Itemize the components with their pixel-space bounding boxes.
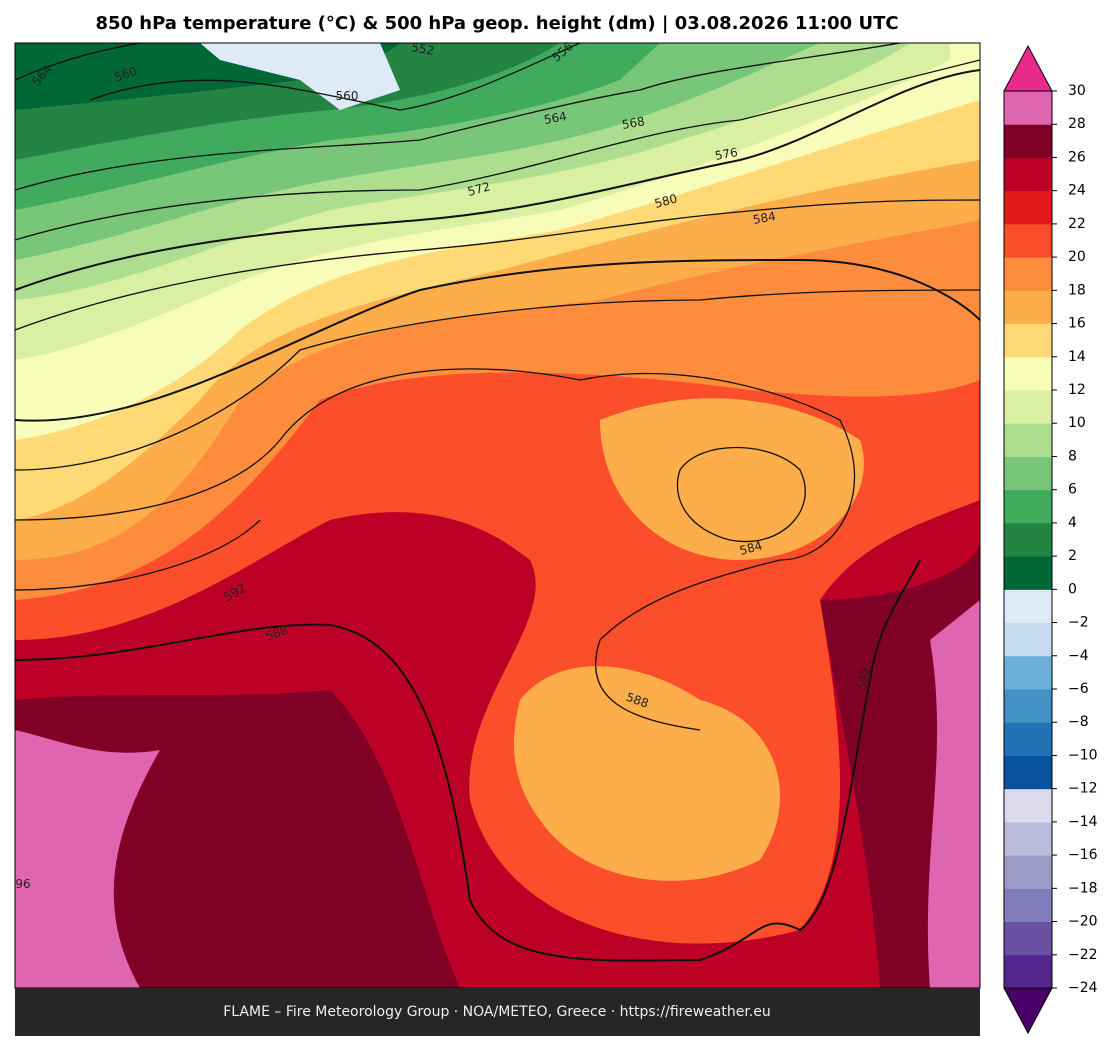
colorbar-tick-label: 10: [1068, 415, 1086, 431]
footer-text: FLAME – Fire Meteorology Group · NOA/MET…: [223, 1004, 771, 1020]
contour-label: 580: [653, 191, 679, 210]
colorbar-tick-label: 4: [1068, 515, 1077, 531]
colorbar-tick-label: 28: [1068, 116, 1086, 132]
colorbar-tick-label: 8: [1068, 448, 1077, 464]
colorbar-tick-label: −8: [1068, 714, 1089, 730]
colorbar-band: [1004, 356, 1052, 391]
colorbar-band: [1004, 124, 1052, 158]
colorbar-band: [1004, 257, 1052, 291]
colorbar-tick-label: 14: [1068, 349, 1086, 365]
colorbar-tick-label: −14: [1068, 814, 1098, 830]
colorbar-band: [1004, 689, 1052, 723]
colorbar-tick-label: 0: [1068, 581, 1077, 597]
title: 850 hPa temperature (°C) & 500 hPa geop.…: [95, 13, 898, 34]
colorbar-band: [1004, 954, 1052, 989]
colorbar-tick-label: 30: [1068, 83, 1086, 99]
colorbar-tick-label: −22: [1068, 947, 1098, 963]
contour-label: 552: [410, 40, 435, 58]
colorbar-tick-label: 2: [1068, 548, 1077, 564]
colorbar-band: [1004, 589, 1052, 624]
colorbar-tick-label: 26: [1068, 149, 1086, 165]
colorbar-band: [1004, 722, 1052, 756]
map: [14, 42, 981, 989]
field: [200, 43, 400, 110]
contour-label: 584: [752, 209, 777, 227]
contours: [15, 43, 980, 962]
colorbar-band: [1004, 91, 1052, 125]
colorbar-tick-label: −16: [1068, 847, 1098, 863]
colorbar-tick-label: 18: [1068, 282, 1086, 298]
colorbar-extend-max: [1003, 44, 1053, 92]
colorbar-band: [1004, 622, 1052, 657]
colorbar-band: [1004, 655, 1052, 690]
contour-label: 564: [543, 109, 568, 127]
contour-label: 584: [738, 538, 764, 557]
colorbar-tick-label: 20: [1068, 249, 1086, 265]
contour-label: 96: [15, 877, 30, 891]
colorbar-band: [1004, 888, 1052, 923]
colorbar-tick-label: 6: [1068, 482, 1077, 498]
colorbar-band: [1004, 290, 1052, 325]
colorbar-extend-min: [1003, 987, 1053, 1035]
colorbar-band: [1004, 456, 1052, 491]
colorbar-band: [1004, 821, 1052, 856]
colorbar-tick-label: −12: [1068, 781, 1098, 797]
colorbar-band: [1004, 489, 1052, 524]
colorbar-band: [1004, 855, 1052, 889]
colorbar-tick-label: 24: [1068, 183, 1086, 199]
contour-label: 572: [466, 179, 492, 198]
colorbar-band: [1004, 423, 1052, 457]
field: [514, 666, 780, 881]
colorbar-band: [1004, 921, 1052, 956]
contour-label: 576: [714, 145, 739, 163]
colorbar-band: [1004, 556, 1052, 590]
colorbar-tick-label: −4: [1068, 648, 1089, 664]
contour-label: 560: [336, 89, 359, 103]
colorbar-tick-label: −18: [1068, 880, 1098, 896]
colorbar-band: [1004, 755, 1052, 790]
field: [15, 730, 160, 988]
colorbar-tick-label: −24: [1068, 980, 1098, 996]
colorbar-band: [1004, 323, 1052, 358]
colorbar-band: [1004, 223, 1052, 258]
field: [600, 398, 864, 560]
colorbar: −24−22−20−18−16−14−12−10−8−6−4−202468101…: [1003, 44, 1098, 1035]
contour-label: 592: [854, 666, 873, 692]
colorbar-tick-label: −6: [1068, 681, 1089, 697]
colorbar-band: [1004, 390, 1052, 424]
colorbar-band: [1004, 788, 1052, 823]
field: [927, 600, 980, 988]
colorbar-band: [1004, 522, 1052, 557]
colorbar-band: [1004, 157, 1052, 192]
colorbar-tick-label: 22: [1068, 216, 1086, 232]
contour-label: 568: [621, 114, 646, 132]
colorbar-tick-label: −2: [1068, 615, 1089, 631]
colorbar-tick-label: 16: [1068, 316, 1086, 332]
colorbar-tick-label: 12: [1068, 382, 1086, 398]
footer-bar: [15, 988, 980, 1036]
colorbar-band: [1004, 190, 1052, 225]
colorbar-tick-label: −20: [1068, 914, 1098, 930]
colorbar-tick-label: −10: [1068, 747, 1098, 763]
colorbar-frame: [1003, 90, 1053, 989]
